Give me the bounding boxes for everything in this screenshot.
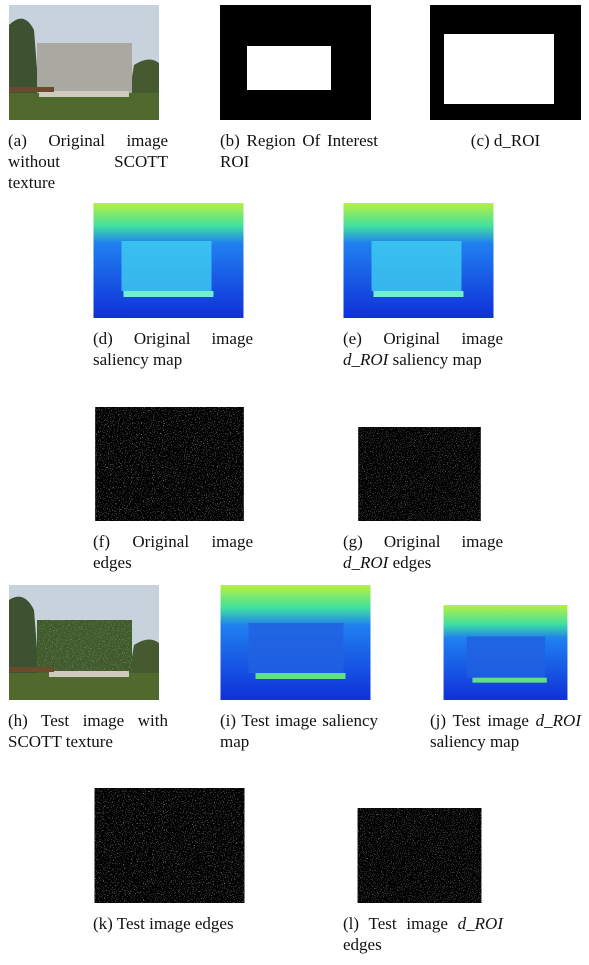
caption: (k) Test image edges bbox=[93, 913, 253, 934]
photo bbox=[8, 5, 160, 120]
edge-map bbox=[343, 808, 496, 903]
caption-text: (k) Test image edges bbox=[93, 914, 234, 933]
photo bbox=[8, 585, 160, 700]
subfigure: (k) Test image edges bbox=[93, 788, 253, 934]
edge-map bbox=[93, 407, 246, 521]
caption-text: edges bbox=[388, 553, 431, 572]
caption-text: (f) Original image edges bbox=[93, 532, 253, 572]
caption-text: edges bbox=[343, 935, 382, 954]
subfigure: (a) Original image without SCOTT texture bbox=[8, 5, 168, 193]
caption-text: saliency map bbox=[430, 732, 519, 751]
caption-text: saliency map bbox=[388, 350, 481, 369]
subfigure: (d) Original image saliency map bbox=[93, 203, 253, 370]
caption-text: (g) Original image bbox=[343, 532, 503, 551]
caption-text: (j) Test image bbox=[430, 711, 536, 730]
caption: (i) Test image saliency map bbox=[220, 710, 378, 752]
caption-text: (h) Test image with SCOTT texture bbox=[8, 711, 168, 751]
subfigure: (j) Test image d_ROI saliency map bbox=[430, 605, 581, 752]
caption: (c) d_ROI bbox=[430, 130, 581, 151]
caption: (j) Test image d_ROI saliency map bbox=[430, 710, 581, 752]
saliency-map bbox=[343, 203, 494, 318]
figure-page: (a) Original image without SCOTT texture… bbox=[0, 0, 589, 965]
caption-text: (i) Test image saliency map bbox=[220, 711, 378, 751]
subfigure: (l) Test image d_ROI edges bbox=[343, 808, 503, 955]
caption-text: (a) Original image without SCOTT texture bbox=[8, 131, 168, 192]
caption-text: (d) Original image saliency map bbox=[93, 329, 253, 369]
subfigure: (e) Original image d_ROI saliency map bbox=[343, 203, 503, 370]
roi-mask bbox=[220, 5, 371, 120]
saliency-map bbox=[430, 605, 581, 700]
subfigure: (f) Original image edges bbox=[93, 407, 253, 573]
caption: (g) Original image d_ROI edges bbox=[343, 531, 503, 573]
saliency-map bbox=[93, 203, 244, 318]
caption: (b) Region Of Interest ROI bbox=[220, 130, 378, 172]
caption-text: (e) Original image bbox=[343, 329, 503, 348]
edge-map bbox=[93, 788, 246, 903]
caption: (l) Test image d_ROI edges bbox=[343, 913, 503, 955]
subfigure: (i) Test image saliency map bbox=[220, 585, 378, 752]
caption-text: d_ROI bbox=[343, 553, 388, 572]
subfigure: (h) Test image with SCOTT texture bbox=[8, 585, 168, 752]
droi-mask bbox=[430, 5, 581, 120]
caption-text: (c) d_ROI bbox=[471, 131, 540, 150]
caption: (f) Original image edges bbox=[93, 531, 253, 573]
saliency-map bbox=[220, 585, 371, 700]
subfigure: (b) Region Of Interest ROI bbox=[220, 5, 378, 172]
caption-text: (b) Region Of Interest ROI bbox=[220, 131, 378, 171]
edge-map bbox=[343, 427, 496, 521]
caption-text: d_ROI bbox=[458, 914, 503, 933]
caption-text: d_ROI bbox=[343, 350, 388, 369]
caption: (d) Original image saliency map bbox=[93, 328, 253, 370]
caption: (h) Test image with SCOTT texture bbox=[8, 710, 168, 752]
caption: (e) Original image d_ROI saliency map bbox=[343, 328, 503, 370]
caption: (a) Original image without SCOTT texture bbox=[8, 130, 168, 193]
caption-text: d_ROI bbox=[536, 711, 581, 730]
subfigure: (c) d_ROI bbox=[430, 5, 581, 151]
subfigure: (g) Original image d_ROI edges bbox=[343, 427, 503, 573]
caption-text: (l) Test image bbox=[343, 914, 458, 933]
